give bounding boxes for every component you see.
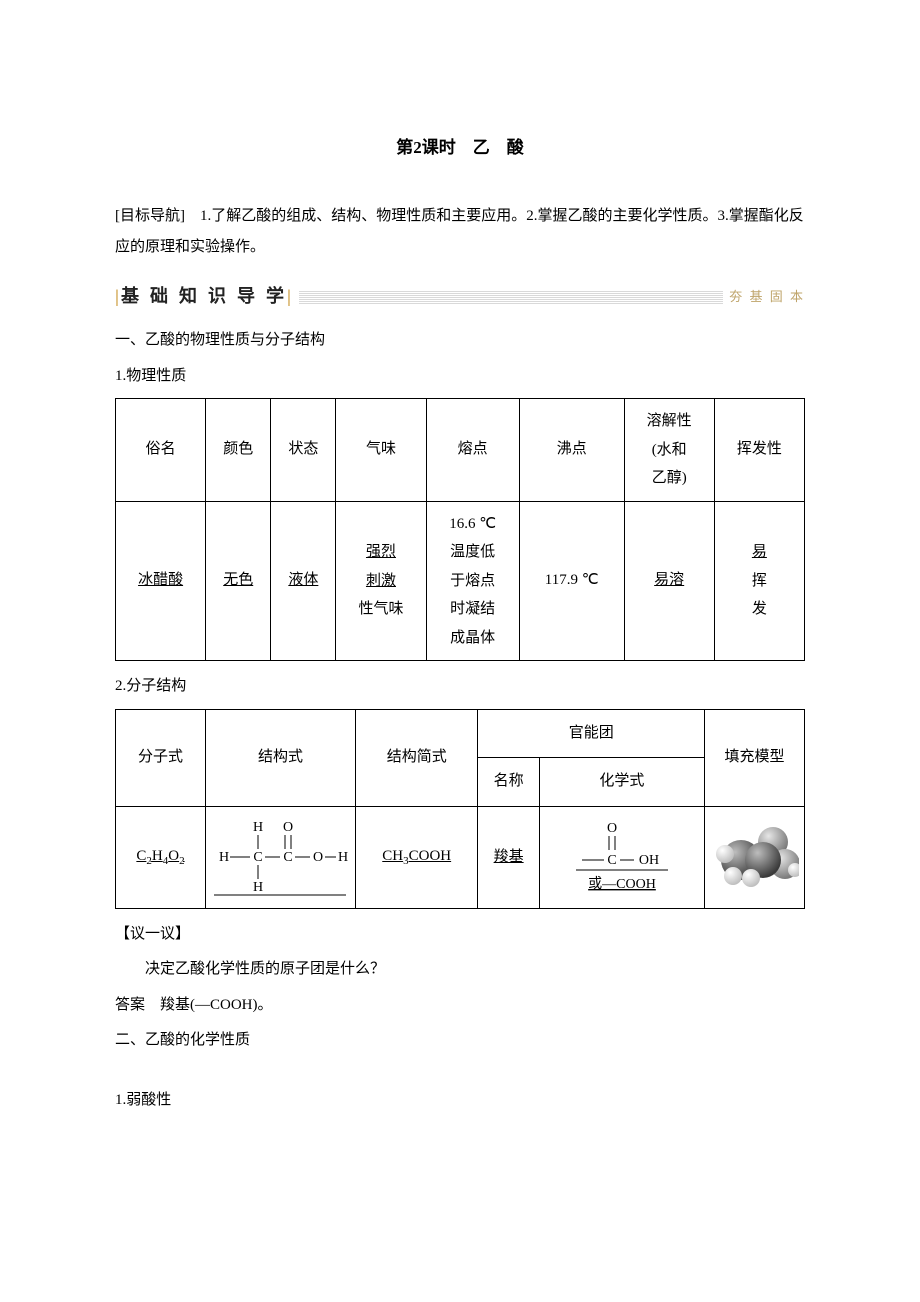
heading-2: 二、乙酸的化学性质	[115, 1025, 805, 1057]
col-name: 俗名	[116, 399, 206, 502]
svg-text:H: H	[338, 850, 348, 865]
point-3: 1.弱酸性	[115, 1085, 805, 1117]
cell-structure: H O H C C O H	[205, 806, 355, 908]
table-row: 分子式 结构式 结构简式 官能团 填充模型	[116, 709, 805, 758]
structural-formula-svg: H O H C C O H	[210, 815, 350, 900]
discuss-heading: 【议一议】	[115, 919, 805, 951]
table-row: 冰醋酸 无色 液体 强烈刺激性气味 16.6 ℃温度低于熔点时凝结成晶体 117…	[116, 501, 805, 661]
cell-formula: C2H4O2	[116, 806, 206, 908]
structure-table: 分子式 结构式 结构简式 官能团 填充模型 名称 化学式 C2H4O2 H O	[115, 709, 805, 909]
col-bp: 沸点	[519, 399, 624, 502]
cell-bp: 117.9 ℃	[519, 501, 624, 661]
svg-text:O: O	[283, 820, 293, 835]
col-vol: 挥发性	[714, 399, 804, 502]
point-1: 1.物理性质	[115, 361, 805, 393]
col-color: 颜色	[206, 399, 271, 502]
carboxyl-svg: O C OH 或—COOH	[574, 818, 670, 896]
objectives-text: [目标导航] 1.了解乙酸的组成、结构、物理性质和主要应用。2.掌握乙酸的主要化…	[115, 201, 805, 264]
bar-pipe-2: |	[287, 278, 291, 316]
cell-mp: 16.6 ℃温度低于熔点时凝结成晶体	[426, 501, 519, 661]
svg-text:O: O	[607, 821, 617, 836]
svg-text:H: H	[253, 880, 263, 895]
col-mp: 熔点	[426, 399, 519, 502]
svg-text:或—COOH: 或—COOH	[588, 876, 656, 892]
cell-model	[705, 806, 805, 908]
svg-text:O: O	[313, 850, 323, 865]
col-fg-name: 名称	[478, 758, 539, 807]
cell-fg-formula: O C OH 或—COOH	[539, 806, 704, 908]
answer-text: 羧基(—COOH)。	[145, 997, 273, 1013]
discuss-answer: 答案 羧基(—COOH)。	[115, 990, 805, 1022]
discuss-question: 决定乙酸化学性质的原子团是什么？	[115, 954, 805, 986]
heading-1: 一、乙酸的物理性质与分子结构	[115, 325, 805, 357]
col-fg: 官能团	[478, 709, 705, 758]
col-state: 状态	[271, 399, 336, 502]
bar-right: 夯 基 固 本	[729, 283, 805, 310]
smell-underline: 强烈刺激	[366, 544, 396, 589]
cell-state: 液体	[271, 501, 336, 661]
svg-text:C: C	[254, 850, 263, 865]
svg-text:OH: OH	[639, 853, 659, 868]
cell-fg-name: 羧基	[478, 806, 539, 908]
lesson-title: 第2课时 乙 酸	[115, 130, 805, 166]
point-2: 2.分子结构	[115, 671, 805, 703]
properties-table: 俗名 颜色 状态 气味 熔点 沸点 溶解性(水和乙醇) 挥发性 冰醋酸 无色 液…	[115, 398, 805, 661]
svg-text:H: H	[253, 820, 263, 835]
cell-vol: 易挥发	[714, 501, 804, 661]
space-filling-model-icon	[711, 824, 799, 890]
svg-text:H: H	[219, 850, 229, 865]
col-structure: 结构式	[205, 709, 355, 806]
bar-pipe: |	[115, 278, 119, 316]
cell-name: 冰醋酸	[116, 501, 206, 661]
col-sol: 溶解性(水和乙醇)	[624, 399, 714, 502]
bar-label: 基 础 知 识 导 学	[121, 278, 287, 316]
col-smell: 气味	[336, 399, 426, 502]
table-row: C2H4O2 H O H C C O	[116, 806, 805, 908]
table-row: 俗名 颜色 状态 气味 熔点 沸点 溶解性(水和乙醇) 挥发性	[116, 399, 805, 502]
cell-sol: 易溶	[624, 501, 714, 661]
cell-smell: 强烈刺激性气味	[336, 501, 426, 661]
svg-text:C: C	[284, 850, 293, 865]
col-formula: 分子式	[116, 709, 206, 806]
section-bar: | 基 础 知 识 导 学 | 夯 基 固 本	[115, 278, 805, 316]
bar-fill	[299, 290, 723, 304]
cell-condensed: CH3COOH	[355, 806, 477, 908]
col-fg-formula: 化学式	[539, 758, 704, 807]
svg-text:C: C	[607, 853, 616, 868]
col-condensed: 结构简式	[355, 709, 477, 806]
answer-label: 答案	[115, 997, 145, 1013]
cell-color: 无色	[206, 501, 271, 661]
col-model: 填充模型	[705, 709, 805, 806]
